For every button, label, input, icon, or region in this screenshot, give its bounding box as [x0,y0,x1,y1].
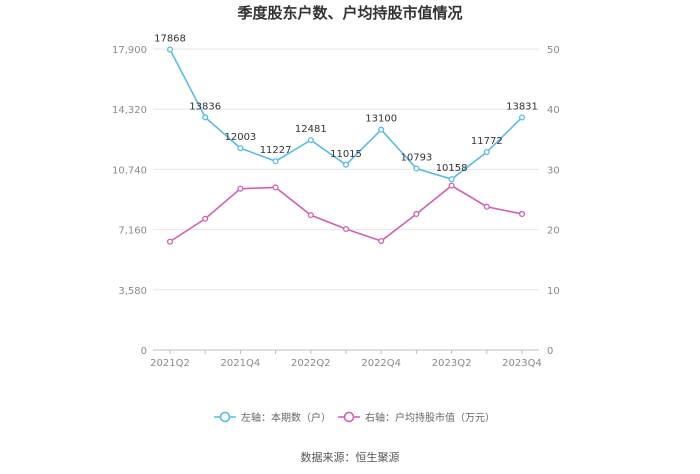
y-right-tick-label: 20 [547,226,560,237]
data-point [483,148,490,156]
x-tick-label: 2022Q4 [361,358,401,369]
data-label: 10793 [400,153,432,164]
x-tick-label: 2023Q2 [432,358,472,369]
data-label: 12003 [224,132,256,143]
axes: 0 3,580 7,160 10,740 14,320 17,900 0 10 20 30 40 50… [112,45,560,369]
y-left-tick-label: 14,320 [112,105,147,116]
x-tick-label: 2023Q4 [502,358,542,369]
data-label: 13100 [365,114,397,125]
data-label: 11015 [330,149,362,160]
data-point [378,126,385,133]
data-point [237,185,244,192]
series-line-2 [169,184,523,243]
data-point [413,210,420,217]
y-right-tick-label: 40 [547,105,560,116]
legend-item-2[interactable]: 右轴：户均持股市值（万元） [338,411,495,424]
data-point [413,165,420,172]
grid-lines [153,48,539,291]
legend-swatch-marker [343,411,355,423]
data-point [342,161,350,168]
data-point [307,137,314,144]
data-point [202,215,209,222]
data-label: 12481 [295,124,327,135]
x-tick-label: 2022Q2 [291,358,331,369]
data-point [166,238,174,245]
legend-item-1[interactable]: 左轴：本期数（户） [214,411,331,424]
data-point [448,182,455,189]
data-label: 13831 [506,101,538,112]
data-label: 17868 [154,34,186,45]
x-tick-label: 2021Q4 [221,358,261,369]
data-point [518,114,526,121]
data-point [272,184,279,191]
y-left-tick-label: 17,900 [112,45,147,56]
data-point [307,212,314,219]
data-point [378,237,385,245]
data-point [272,158,279,165]
data-point [518,210,526,217]
y-left-tick-label: 10,740 [112,165,147,176]
data-point [448,176,455,183]
y-right-tick-label: 10 [547,286,560,297]
chart-title: 季度股东户数、户均持股市值情况 [237,4,462,22]
legend-label: 右轴：户均持股市值（万元） [365,411,495,424]
y-left-tick-label: 0 [141,346,147,357]
data-point [483,203,490,210]
series-lines [166,46,526,245]
y-right-tick-label: 0 [547,346,553,357]
source-note: 数据来源：恒生聚源 [301,450,400,464]
data-point [166,46,174,53]
data-label: 13836 [189,101,221,112]
legend-swatch-marker [219,411,231,423]
y-left-tick-label: 7,160 [118,226,147,237]
data-label: 11227 [260,145,292,156]
data-point [202,114,209,121]
legend: 左轴：本期数（户） 右轴：户均持股市值（万元） [214,411,495,424]
data-point [237,145,244,152]
x-tick-label: 2021Q2 [150,358,190,369]
y-left-tick-label: 3,580 [118,286,147,297]
data-point [342,225,350,233]
data-label: 10158 [436,163,468,174]
y-right-tick-label: 50 [547,45,560,56]
legend-label: 左轴：本期数（户） [241,411,331,424]
data-label: 11772 [471,136,503,147]
y-right-tick-label: 30 [547,165,560,176]
